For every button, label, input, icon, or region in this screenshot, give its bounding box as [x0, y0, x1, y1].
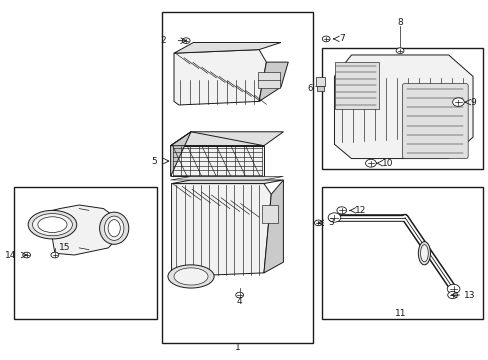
Ellipse shape: [167, 265, 214, 288]
Polygon shape: [170, 132, 283, 146]
Bar: [322, 48, 482, 169]
FancyBboxPatch shape: [402, 84, 467, 158]
Polygon shape: [334, 55, 472, 158]
Bar: [14, 187, 157, 319]
Ellipse shape: [32, 213, 72, 236]
Polygon shape: [52, 205, 118, 255]
Polygon shape: [174, 42, 281, 53]
Circle shape: [51, 252, 59, 258]
Circle shape: [447, 284, 459, 294]
Ellipse shape: [417, 242, 429, 265]
Circle shape: [327, 213, 340, 222]
Ellipse shape: [108, 220, 120, 237]
Polygon shape: [171, 180, 283, 184]
Text: 4: 4: [236, 297, 242, 306]
Polygon shape: [174, 50, 266, 105]
Circle shape: [235, 292, 243, 298]
Ellipse shape: [420, 245, 427, 262]
Polygon shape: [171, 184, 271, 276]
Bar: [317, 86, 324, 91]
Ellipse shape: [100, 212, 128, 244]
Ellipse shape: [174, 268, 207, 285]
Text: 14: 14: [4, 251, 16, 260]
Circle shape: [365, 159, 375, 167]
Polygon shape: [170, 132, 191, 176]
Circle shape: [322, 36, 329, 42]
Bar: [258, 72, 280, 88]
Text: 6: 6: [306, 84, 312, 93]
Text: 13: 13: [463, 291, 475, 300]
Bar: [162, 12, 312, 342]
Text: 7: 7: [339, 35, 345, 44]
Text: 8: 8: [396, 18, 402, 27]
Text: 15: 15: [59, 243, 70, 252]
Bar: [334, 62, 378, 109]
Circle shape: [314, 220, 322, 226]
Text: 10: 10: [381, 159, 392, 168]
Polygon shape: [170, 176, 283, 180]
Bar: [322, 187, 482, 319]
Ellipse shape: [28, 210, 77, 239]
Text: 2: 2: [160, 36, 165, 45]
Circle shape: [452, 98, 463, 107]
Text: 11: 11: [394, 310, 406, 319]
Circle shape: [182, 38, 190, 44]
Polygon shape: [170, 146, 264, 176]
Circle shape: [395, 48, 403, 54]
Ellipse shape: [38, 217, 67, 233]
Bar: [316, 77, 325, 86]
Text: 5: 5: [151, 157, 157, 166]
Polygon shape: [259, 62, 287, 102]
Polygon shape: [264, 180, 283, 273]
Bar: [262, 205, 277, 223]
Text: 3: 3: [327, 219, 333, 228]
Text: 12: 12: [354, 206, 366, 215]
Text: 9: 9: [469, 98, 475, 107]
Text: 1: 1: [235, 343, 241, 352]
Ellipse shape: [104, 216, 123, 240]
Circle shape: [23, 252, 31, 258]
Circle shape: [336, 207, 346, 214]
Circle shape: [447, 292, 457, 298]
